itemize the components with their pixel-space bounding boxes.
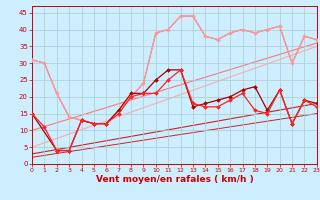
X-axis label: Vent moyen/en rafales ( km/h ): Vent moyen/en rafales ( km/h ) (96, 175, 253, 184)
